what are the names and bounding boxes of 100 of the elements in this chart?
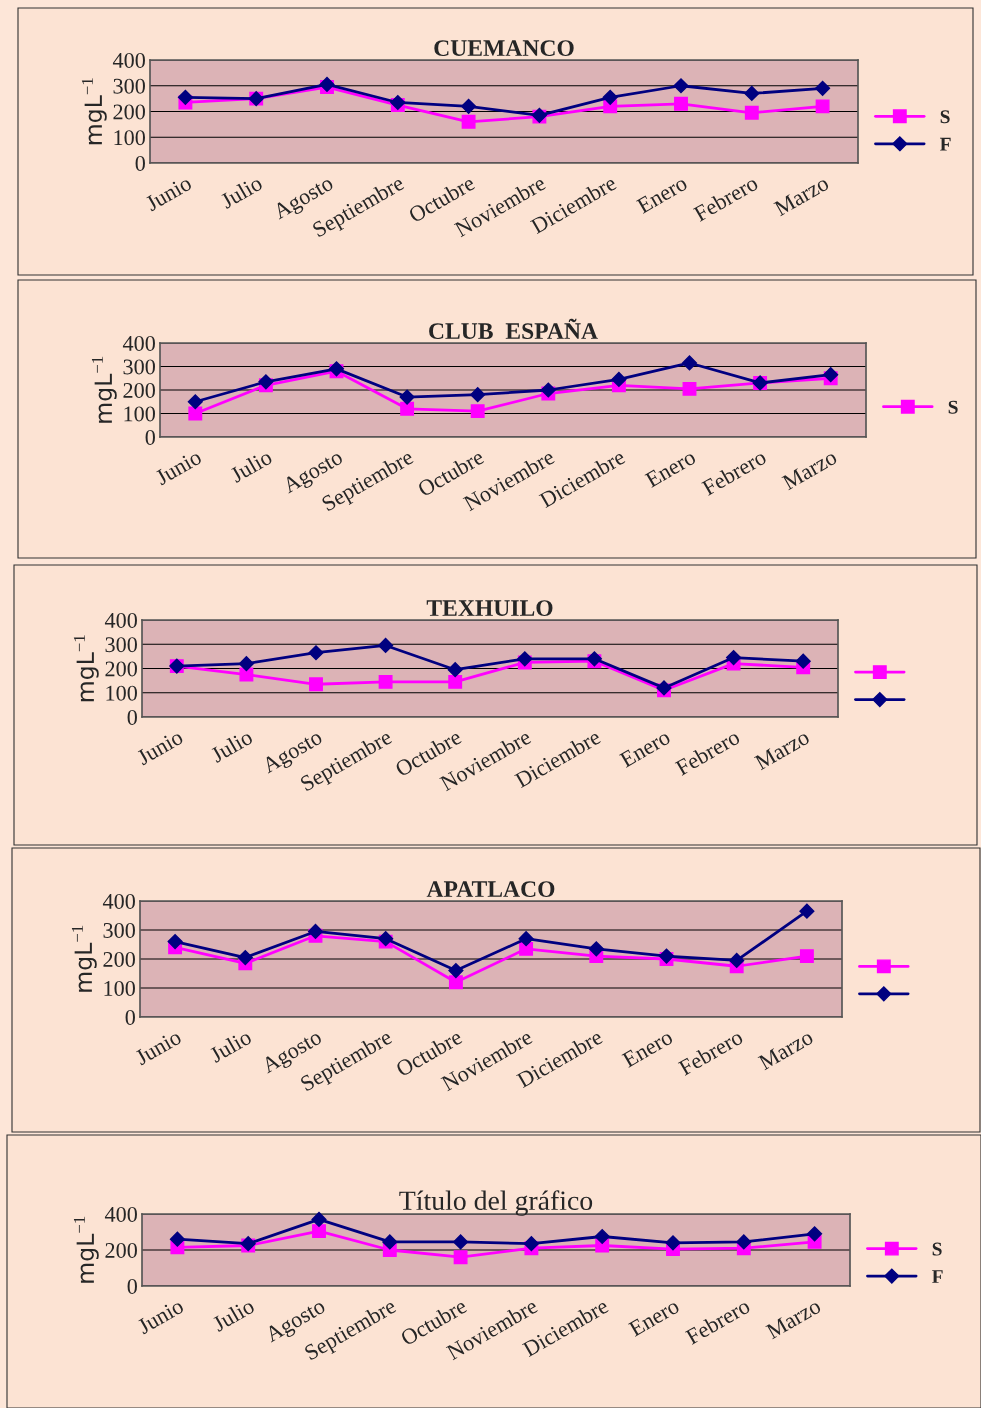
x-tick-label: Junio	[136, 1298, 185, 1335]
x-tick-label: Enero	[619, 729, 672, 768]
x-tick-label: Marzo	[753, 729, 811, 771]
point	[399, 389, 415, 405]
point	[674, 96, 688, 111]
point	[682, 381, 697, 396]
chart-title: CUEMANCO	[434, 40, 574, 57]
chart-title: CLUB ESPAÑA	[429, 318, 598, 340]
point	[729, 952, 745, 969]
point	[311, 1211, 327, 1227]
point	[319, 76, 335, 93]
point	[665, 1235, 681, 1251]
point	[258, 374, 274, 390]
point	[378, 637, 394, 654]
y-tick-label: 400	[112, 52, 145, 68]
point	[726, 650, 742, 666]
point	[448, 963, 464, 979]
x-tick-label: Marzo	[773, 175, 830, 217]
x-tick-label: Enero	[636, 175, 689, 214]
point	[461, 98, 477, 114]
legend-label: F	[932, 1270, 943, 1283]
point	[309, 677, 323, 692]
x-tick-label: Junio	[154, 449, 203, 486]
x-tick-label: Enero	[644, 449, 697, 488]
point	[795, 653, 811, 669]
x-tick-label: Julio	[211, 1297, 256, 1333]
legend-label: S	[948, 400, 958, 414]
point	[169, 1231, 185, 1247]
y-tick-label: 400	[102, 893, 135, 909]
point	[177, 89, 193, 105]
legend-label: F	[940, 137, 951, 151]
y-tick-label: 0	[145, 429, 155, 445]
point	[611, 371, 627, 387]
point	[400, 401, 415, 416]
point	[736, 1234, 752, 1250]
point	[815, 99, 830, 114]
x-tick-label: Julio	[208, 1028, 253, 1064]
y-tick-label: 400	[104, 612, 137, 628]
y-axis-title: mgL$^{−1}$	[71, 925, 97, 992]
y-tick-label: 200	[105, 1242, 137, 1258]
point	[602, 89, 618, 105]
point	[658, 948, 675, 964]
legend-label: S	[940, 110, 950, 124]
point	[807, 1226, 823, 1242]
point	[744, 85, 760, 102]
y-tick-label: 300	[103, 922, 135, 938]
chart-title: Título del gráfico	[399, 1190, 593, 1216]
x-tick-label: Junio	[144, 175, 193, 212]
point	[448, 674, 463, 689]
y-tick-label: 200	[103, 951, 135, 967]
x-tick-label: Marzo	[757, 1029, 814, 1071]
x-tick-label: Junio	[135, 729, 184, 766]
point	[453, 1250, 468, 1265]
y-tick-label: 100	[106, 685, 137, 701]
y-tick-label: 400	[122, 335, 155, 351]
x-tick-label: Julio	[219, 174, 264, 210]
point	[470, 387, 486, 403]
point	[238, 656, 254, 672]
point	[312, 1224, 326, 1239]
point	[594, 1228, 610, 1245]
point	[799, 949, 814, 964]
point	[540, 382, 556, 398]
point	[588, 941, 604, 957]
x-tick-label: Enero	[628, 1298, 681, 1337]
x-tick-label: Julio	[228, 448, 273, 484]
y-tick-label: 200	[105, 661, 137, 677]
chart-title: TEXHUILO	[426, 600, 553, 617]
y-tick-label: 0	[127, 709, 137, 725]
point	[308, 645, 324, 661]
point	[187, 394, 203, 410]
point	[382, 1234, 398, 1250]
y-tick-label: 200	[113, 104, 145, 120]
y-tick-label: 0	[135, 155, 145, 171]
y-tick-label: 200	[123, 382, 155, 398]
point	[519, 941, 534, 956]
point	[517, 651, 533, 667]
x-tick-label: Enero	[621, 1029, 674, 1068]
point	[681, 355, 698, 371]
legend-label: S	[932, 1242, 942, 1256]
y-tick-label: 100	[124, 406, 155, 422]
point	[307, 923, 324, 940]
y-axis-title: mgL$^{−1}$	[91, 356, 117, 423]
y-tick-label: 300	[105, 637, 137, 653]
point	[167, 934, 183, 950]
point	[448, 975, 463, 990]
point	[390, 94, 406, 111]
x-tick-label: Junio	[134, 1029, 183, 1066]
point	[673, 78, 689, 94]
point	[799, 903, 815, 919]
y-tick-label: 300	[123, 359, 155, 375]
y-axis-title: mgL$^{−1}$	[73, 635, 99, 702]
point	[823, 367, 839, 383]
point	[378, 674, 393, 689]
y-axis-title: mgL$^{−1}$	[81, 78, 107, 145]
y-tick-label: 0	[125, 1009, 135, 1025]
point	[447, 662, 463, 678]
x-tick-label: Marzo	[781, 449, 838, 491]
point	[518, 931, 534, 947]
point	[461, 114, 476, 129]
y-tick-label: 400	[104, 1206, 137, 1222]
